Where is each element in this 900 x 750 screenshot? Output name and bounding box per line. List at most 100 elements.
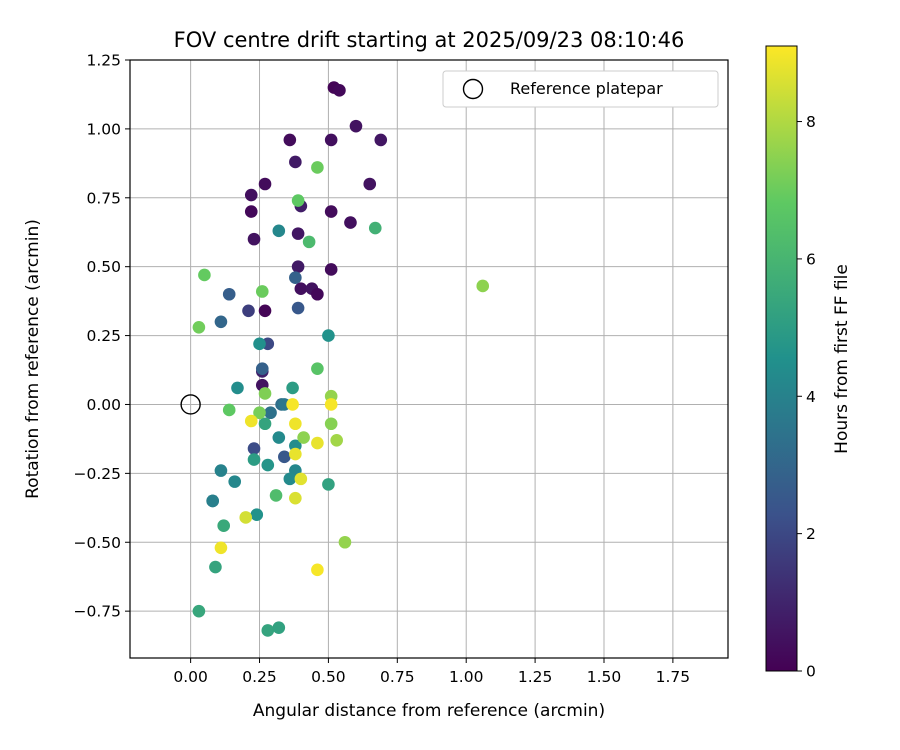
data-point (289, 417, 302, 431)
data-point (264, 406, 277, 420)
legend-label: Reference platepar (510, 79, 663, 98)
data-point (289, 271, 302, 285)
data-point (324, 263, 338, 276)
data-point (258, 417, 272, 431)
colorbar: 0 2 4 6 8 Hours from first FF file (765, 45, 852, 681)
data-point (192, 604, 206, 618)
data-point (192, 321, 206, 334)
data-point (374, 133, 388, 147)
data-point (294, 472, 308, 486)
data-point (261, 458, 275, 472)
data-point (344, 216, 357, 229)
x-tick-label: 0.25 (242, 668, 277, 686)
data-point (368, 221, 382, 235)
data-point (324, 417, 338, 431)
reference-point (180, 394, 201, 415)
data-point (253, 337, 266, 351)
y-tick-label: 0.00 (86, 396, 121, 414)
data-point (255, 362, 269, 375)
data-point (244, 188, 258, 202)
legend-box (442, 70, 719, 108)
data-point (283, 472, 297, 486)
data-point (311, 362, 324, 375)
data-point (222, 287, 236, 301)
data-point (214, 464, 228, 477)
colorbar-label: Hours from first FF file (832, 264, 852, 454)
reference-marker (180, 394, 201, 415)
data-point (255, 285, 269, 298)
y-tick-label: 0.75 (86, 189, 121, 207)
x-tick-label: 1.75 (656, 668, 691, 686)
plot-frame (129, 59, 729, 659)
data-point (311, 161, 324, 174)
data-point (294, 282, 308, 296)
data-point (291, 301, 305, 315)
data-point (272, 621, 286, 634)
x-tick-label: 0.75 (380, 668, 415, 686)
data-point (231, 381, 244, 395)
data-point (239, 511, 253, 524)
data-point (324, 398, 338, 411)
data-point (311, 436, 324, 450)
data-point (242, 304, 255, 318)
legend: Reference platepar (442, 70, 719, 108)
data-point (322, 478, 335, 491)
x-tick-label: 1.25 (518, 668, 553, 686)
data-point (311, 563, 324, 577)
data-point (217, 519, 230, 533)
data-point (253, 406, 266, 420)
data-point (311, 287, 324, 301)
data-point (286, 381, 299, 395)
y-tick-label: −0.75 (74, 603, 122, 621)
x-tick-label: 0.00 (173, 668, 208, 686)
data-point (330, 433, 343, 447)
data-point (363, 177, 377, 191)
data-point (338, 535, 352, 549)
data-point (261, 624, 275, 637)
data-point (297, 431, 310, 444)
data-point (291, 227, 305, 240)
data-points (192, 81, 490, 637)
data-point (289, 447, 302, 461)
chart-title: FOV centre drift starting at 2025/09/23 … (174, 28, 685, 52)
x-tick-label: 1.00 (449, 668, 484, 686)
colorbar-tick-label: 4 (806, 388, 816, 406)
colorbar-tick-label: 6 (806, 250, 816, 268)
data-point (291, 260, 305, 273)
data-point (244, 414, 258, 428)
data-point (228, 475, 242, 488)
colorbar-tick-label: 8 (806, 113, 816, 131)
data-point (222, 403, 236, 417)
data-point (476, 279, 490, 293)
y-tick-label: 0.50 (86, 258, 121, 276)
data-point (291, 194, 305, 207)
data-point (272, 224, 286, 238)
data-point (349, 119, 363, 133)
data-point (283, 133, 297, 147)
y-tick-label: 0.25 (86, 327, 121, 345)
data-point (206, 494, 219, 508)
data-point (289, 155, 302, 169)
y-tick-label: 1.00 (86, 120, 121, 138)
x-axis-label: Angular distance from reference (arcmin) (253, 701, 605, 721)
colorbar-ticks: 0 2 4 6 8 (797, 113, 816, 681)
colorbar-tick-label: 0 (806, 663, 816, 681)
colorbar-gradient (765, 45, 798, 672)
data-point (333, 84, 346, 97)
data-point (322, 329, 335, 342)
data-point (244, 205, 258, 218)
data-point (247, 442, 261, 455)
x-tick-label: 0.50 (311, 668, 346, 686)
data-point (324, 205, 338, 218)
data-point (324, 133, 338, 147)
data-point (247, 453, 261, 466)
data-point (198, 268, 211, 282)
x-axis-ticks: 0.00 0.25 0.50 0.75 1.00 1.25 1.50 1.75 (173, 658, 690, 686)
data-point (214, 541, 228, 555)
data-point (209, 560, 222, 574)
x-tick-label: 1.50 (587, 668, 622, 686)
colorbar-tick-label: 2 (806, 525, 816, 543)
y-tick-label: 1.25 (86, 52, 121, 70)
data-point (258, 304, 272, 318)
y-axis-label: Rotation from reference (arcmin) (23, 219, 43, 499)
